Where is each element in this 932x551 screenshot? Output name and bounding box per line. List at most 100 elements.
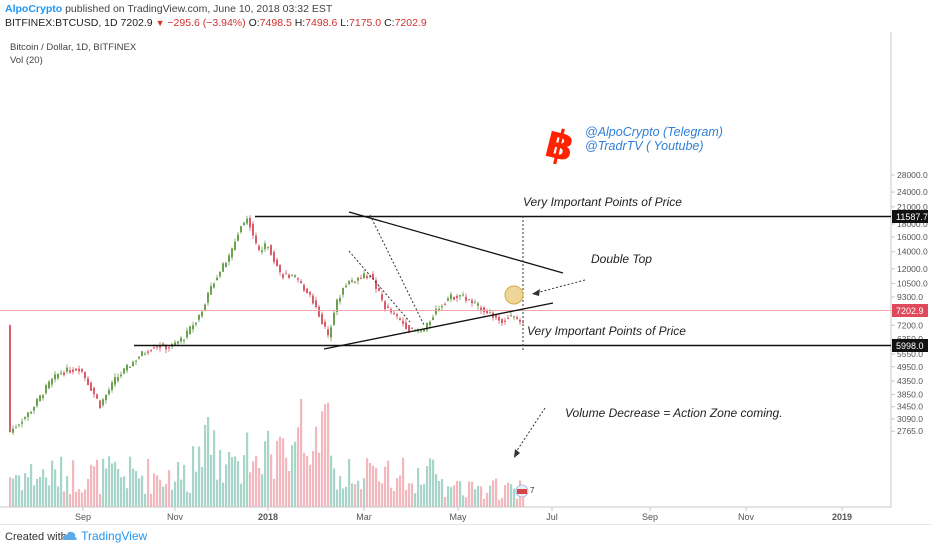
candle-body [447,298,449,301]
volume-bar [213,430,216,507]
volume-bar [345,486,348,507]
chart-area[interactable]: 28000.0 24000.0 21000.0 18000.0 16000.0 14000… [0,32,932,524]
candle-body [105,394,107,401]
candle-body [372,273,374,280]
volume-bar [195,471,198,507]
volume-bar [192,446,195,507]
triangle-lower-trendline[interactable] [323,302,554,350]
volume-bar [36,478,39,507]
volume-bar [69,494,72,507]
time-axis[interactable]: Sep Nov 2018 Mar May Jul Sep Nov 2019 [75,507,852,522]
candle-body [96,394,98,399]
candle-body [471,300,473,304]
candle-body [267,246,269,248]
price-tick-label: 14000.0 [897,247,928,257]
tradingview-brand-link[interactable]: TradingView [62,529,147,543]
price-change: −295.6 (−3.94%) [167,17,246,29]
volume-bar [495,478,498,507]
volume-bar [327,402,330,507]
volume-bar [132,468,135,507]
telegram-handle[interactable]: @AlpoCrypto (Telegram) [585,125,723,139]
volume-bar [90,464,93,507]
price-chart[interactable]: 28000.0 24000.0 21000.0 18000.0 16000.0 14000… [0,32,932,524]
volume-bar [144,493,147,507]
volume-bar [243,455,246,507]
volume-bar [207,417,210,507]
time-tick-label: Jul [546,512,558,522]
candle-body [18,424,20,426]
symbol-label[interactable]: BITFINEX:BTCUSD, 1D [5,17,118,29]
candle-body [90,382,92,391]
candle-body [507,317,509,319]
volume-bar [480,486,483,507]
candle-body [180,337,182,342]
candle-body [342,287,344,295]
price-tick-label: 28000.0 [897,170,928,180]
ohlc-line: BITFINEX:BTCUSD, 1D 7202.9 ▼ −295.6 (−3.… [5,17,427,29]
candle-body [270,245,272,255]
candle-body [33,406,35,411]
volume-bar [15,475,18,507]
candle-body [441,306,443,308]
time-tick-label: May [449,512,467,522]
candle-body [249,218,251,228]
volume-note-arrowhead [514,449,520,458]
candle-body [132,361,134,367]
price-axis[interactable]: 28000.0 24000.0 21000.0 18000.0 16000.0 14000… [891,170,928,436]
candle-body [285,273,287,275]
economic-event-flag-icon[interactable]: 7 [515,484,535,498]
volume-bar [246,432,249,507]
volume-bar [489,485,492,507]
volume-bar [432,459,435,507]
candle-body [60,372,62,375]
candle-body [156,346,158,348]
candle-body [264,243,266,250]
candle-body [351,280,353,282]
volume-bar [423,484,426,507]
legend-title: Bitcoin / Dollar, 1D, BITFINEX [10,42,137,53]
candle-body [501,319,503,324]
volume-bar [12,478,15,507]
candle-body [216,277,218,281]
price-tick-label: 4950.0 [897,362,923,372]
volume-bar [225,464,228,507]
volume-bar [114,461,117,507]
youtube-handle[interactable]: @TradrTV ( Youtube) [585,139,704,153]
volume-bar [315,426,318,507]
volume-bar [177,461,180,507]
candle-body [486,310,488,314]
candle-body [21,421,23,424]
candle-body [9,325,11,432]
candle-body [288,274,290,278]
candle-body [153,347,155,349]
volume-bar [276,440,279,507]
candle-body [237,234,239,241]
candle-body [45,385,47,393]
candle-body [375,279,377,289]
volume-bar [60,456,63,507]
high-label: H: [294,17,306,29]
volume-bar [129,456,132,507]
candle-body [258,245,260,251]
candle-body [498,316,500,321]
double-top-marker[interactable] [504,285,524,305]
candle-body [393,312,395,314]
volume-bar [126,488,129,507]
candle-body [408,325,410,332]
candle-body [186,330,188,338]
candle-body [99,400,101,408]
volume-bar [399,475,402,507]
candle-body [456,295,458,299]
volume-bar [384,466,387,507]
open-label: O: [248,17,260,29]
volume-bar [372,465,375,507]
author-link[interactable]: AlpoCrypto [5,3,63,15]
candle-body [63,372,65,375]
volume-bar [165,483,168,507]
candle-body [108,389,110,395]
triangle-upper-trendline[interactable] [348,211,564,274]
candle-body [192,325,194,330]
volume-bar [492,480,495,507]
candle-body [273,252,275,262]
price-tick-label: 7200.0 [897,320,923,330]
